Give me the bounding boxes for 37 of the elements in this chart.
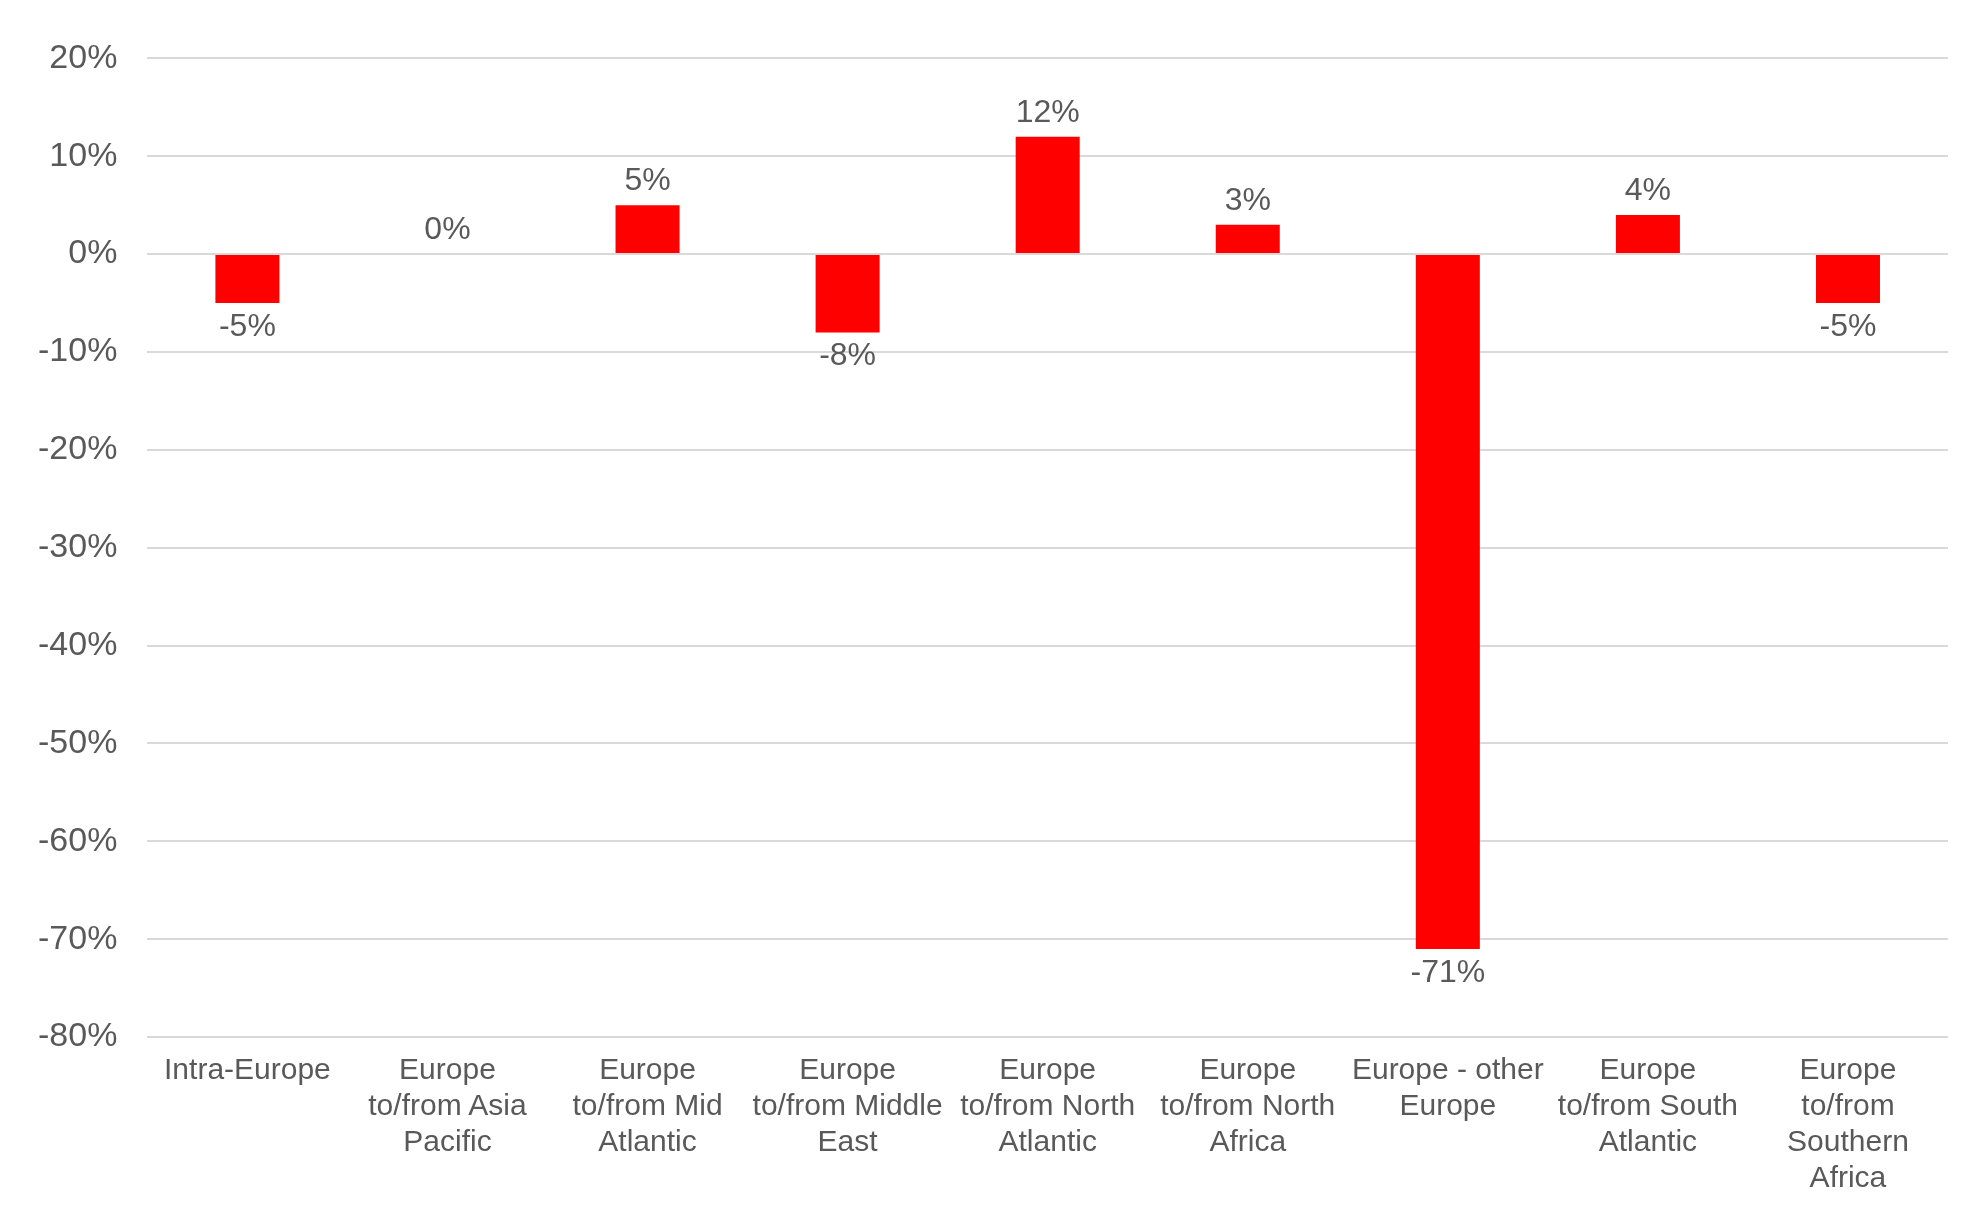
x-tick-label: Europe to/from South Atlantic [1557, 1052, 1738, 1158]
data-label: -5% [218, 306, 276, 343]
y-tick-label: -70% [38, 917, 118, 956]
x-tick-label: Intra-Europe [164, 1052, 331, 1086]
bar [615, 205, 680, 254]
data-label: -5% [1819, 306, 1877, 343]
y-tick-label: -50% [38, 721, 118, 760]
y-tick-label: -20% [38, 428, 118, 467]
y-tick-label: 10% [49, 134, 118, 173]
data-label: -71% [1410, 952, 1486, 989]
x-tick-label: Europe - other Europe [1351, 1052, 1544, 1122]
x-tick-label: Europe to/from Middle East [752, 1052, 943, 1158]
y-tick-label: -10% [38, 330, 118, 369]
y-tick-label: -60% [38, 819, 118, 858]
bar [1015, 136, 1080, 254]
bar [1615, 214, 1680, 254]
data-label: 4% [1624, 170, 1672, 207]
y-tick-label: -80% [38, 1015, 118, 1054]
y-tick-label: 20% [49, 36, 118, 75]
bar [1815, 255, 1880, 304]
y-tick-label: -30% [38, 526, 118, 565]
bar [1215, 224, 1280, 254]
y-tick-label: 0% [68, 232, 118, 271]
data-label: 0% [424, 209, 471, 246]
x-tick-label: Europe to/from Southern Africa [1787, 1052, 1909, 1194]
x-tick-label: Europe to/from Mid Atlantic [572, 1052, 723, 1158]
x-tick-label: Europe to/from North Atlantic [960, 1052, 1136, 1158]
bar [815, 255, 880, 333]
y-tick-label: -40% [38, 623, 118, 662]
bar [215, 255, 280, 304]
x-tick-label: Europe to/from North Africa [1160, 1052, 1336, 1158]
x-tick-label: Europe to/from Asia Pacific [368, 1052, 527, 1158]
data-label: 5% [624, 161, 671, 198]
bar [1415, 255, 1480, 949]
data-label: 3% [1224, 180, 1271, 217]
data-label: 12% [1015, 92, 1080, 129]
data-label: -8% [819, 336, 877, 373]
